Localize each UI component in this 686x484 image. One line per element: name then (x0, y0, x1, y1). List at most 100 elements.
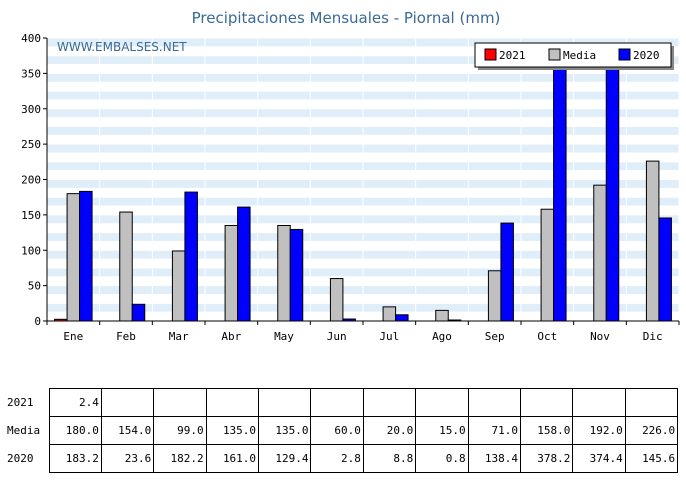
x-tick-label: Jun (327, 330, 347, 343)
legend-label-2021: 2021 (499, 49, 526, 62)
legend: 2021 Media 2020 (474, 42, 674, 70)
bar-Media-Oct (540, 208, 555, 322)
bar-2020-Feb (131, 303, 146, 322)
table-cell: 129.4 (258, 444, 312, 473)
y-tick-label: 100 (21, 244, 41, 257)
table-cell (100, 388, 155, 417)
y-tick-label: 400 (21, 32, 41, 45)
bar-2020-Jul (395, 314, 409, 322)
table-cell (415, 388, 469, 417)
table-cell: 158.0 (520, 416, 574, 445)
y-tick-label: 150 (21, 209, 41, 222)
table-cell (467, 388, 522, 417)
table-cell: 23.6 (100, 444, 155, 473)
y-tick-label: 50 (28, 280, 41, 293)
bar-2020-Mar (184, 191, 198, 322)
x-tick-label: Ene (63, 330, 83, 343)
table-cell (153, 388, 207, 417)
table-cell: 192.0 (572, 416, 626, 445)
table-row: 2020 183.2 23.6 182.2 161.0 129.4 2.8 8.8 0.8 138… (5, 444, 679, 473)
table-cell: 183.2 (48, 444, 102, 473)
table-cell: 0.8 (415, 444, 469, 473)
chart-title: Precipitaciones Mensuales - Piornal (mm) (192, 9, 501, 27)
legend-swatch-2020 (618, 48, 631, 61)
x-tick-label: Dic (643, 330, 663, 343)
table-cell (520, 388, 574, 417)
table-cell: 378.2 (520, 444, 574, 473)
precipitation-chart: Precipitaciones Mensuales - Piornal (mm)… (21, 9, 680, 343)
table-cell: 180.0 (48, 416, 102, 445)
bar-2020-May (289, 228, 304, 322)
table-row-label: 2021 (7, 396, 34, 409)
table-cell: 2.4 (48, 388, 102, 417)
legend-box (474, 42, 672, 68)
table-cell (572, 388, 626, 417)
table-cell: 135.0 (258, 416, 312, 445)
bar-2020-Abr (237, 206, 251, 322)
table-cell: 71.0 (467, 416, 522, 445)
x-tick-label: May (274, 330, 294, 343)
y-tick-label: 250 (21, 138, 41, 151)
y-tick-label: 300 (21, 103, 41, 116)
table-cell (310, 388, 364, 417)
table-cell (205, 388, 260, 417)
bar-2020-Dic (658, 217, 672, 322)
y-tick-label: 200 (21, 174, 41, 187)
bar-Media-Nov (593, 184, 607, 322)
bar-Media-Ene (66, 193, 81, 322)
watermark-text: WWW.EMBALSES.NET (57, 40, 187, 54)
table-cell: 20.0 (362, 416, 417, 445)
x-tick-label: Oct (537, 330, 557, 343)
x-axis-ticks: Ene Feb Mar Abr May Jun Jul Ago Sep Oct Nov Dic (46, 321, 680, 343)
table-cell: 145.6 (624, 444, 679, 473)
x-tick-label: Feb (116, 330, 136, 343)
table-row-label: 2020 (7, 452, 34, 465)
bar-Media-Sep (487, 270, 502, 322)
x-tick-label: Sep (485, 330, 505, 343)
bar-2020-Oct (553, 52, 567, 322)
table-cell: 2.8 (310, 444, 364, 473)
table-cell: 226.0 (624, 416, 679, 445)
bar-Media-Feb (119, 211, 133, 322)
table-cell: 138.4 (467, 444, 522, 473)
bar-Media-Ago (435, 309, 449, 322)
table-cell: 374.4 (572, 444, 626, 473)
bar-2020-Ene (79, 190, 93, 322)
bar-Media-Abr (224, 224, 239, 322)
x-tick-label: Jul (379, 330, 399, 343)
legend-label-2020: 2020 (633, 49, 660, 62)
x-tick-label: Nov (590, 330, 610, 343)
y-tick-label: 0 (34, 315, 41, 328)
legend-swatch-Media (548, 48, 561, 61)
table-row: 2021 2.4 (5, 388, 679, 417)
table-row-label: Media (7, 424, 41, 437)
table-cell: 161.0 (205, 444, 260, 473)
table-cell (624, 388, 679, 417)
bar-Media-Mar (171, 250, 186, 322)
x-tick-label: Mar (169, 330, 189, 343)
table-cell: 182.2 (153, 444, 207, 473)
bar-Media-Dic (645, 160, 660, 322)
table-row: Media 180.0 154.0 99.0 135.0 135.0 60.0 20.0 15.… (5, 416, 679, 445)
table-cell: 15.0 (415, 416, 469, 445)
bar-2020-Sep (500, 222, 514, 322)
gridlines (46, 37, 680, 322)
y-axis-ticks: 0 50 100 150 200 250 300 350 400 (21, 32, 47, 328)
bar-2020-Nov (605, 55, 620, 322)
table-cell: 60.0 (310, 416, 364, 445)
table-cell (258, 388, 312, 417)
table-cell: 99.0 (153, 416, 207, 445)
bar-Media-Jun (329, 278, 344, 322)
x-tick-label: Abr (221, 330, 241, 343)
x-tick-label: Ago (432, 330, 452, 343)
table-cell (362, 388, 417, 417)
data-table: 2021 2.4 Media 180.0 154.0 99.0 135.0 135.0 60.0… (5, 388, 679, 473)
table-cell: 8.8 (362, 444, 417, 473)
table-cell: 135.0 (205, 416, 260, 445)
y-tick-label: 350 (21, 67, 41, 80)
legend-label-Media: Media (563, 49, 596, 62)
bar-Media-May (277, 224, 291, 322)
table-cell: 154.0 (100, 416, 155, 445)
bar-Media-Jul (382, 306, 397, 322)
legend-swatch-2021 (484, 48, 497, 61)
